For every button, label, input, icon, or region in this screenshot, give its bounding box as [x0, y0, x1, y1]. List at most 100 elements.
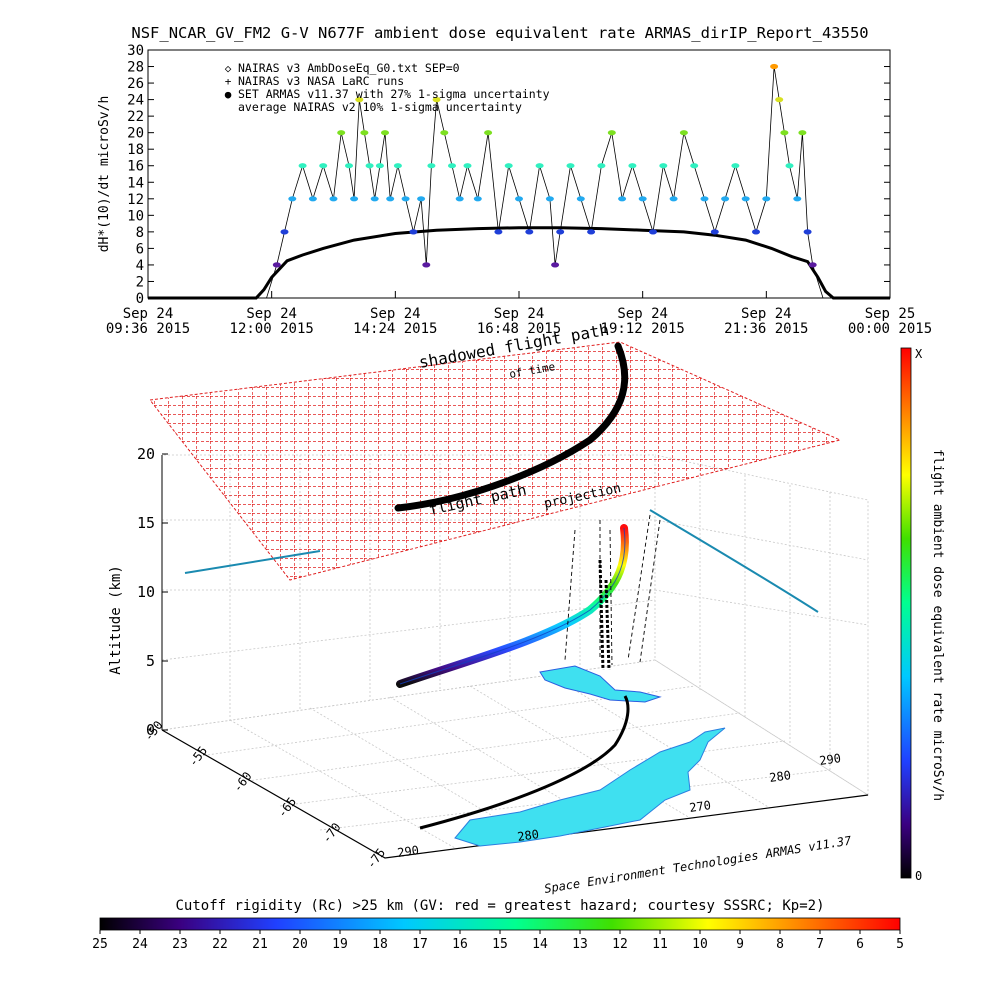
drop-lines	[564, 514, 661, 666]
x-tick-label-line1: Sep 24	[123, 306, 174, 322]
armas-point	[710, 229, 719, 235]
z-axis-ticks: 0 5 10 15 20	[137, 445, 168, 739]
x-tick-label-line1: Sep 24	[494, 306, 545, 322]
armas-point	[298, 163, 307, 169]
y-tick-label: 20	[127, 126, 144, 142]
armas-point	[597, 163, 606, 169]
armas-point	[494, 229, 503, 235]
latitude-ticks: -50-55-60-65-70-75	[141, 718, 388, 871]
dose-colorbar-gradient	[900, 347, 912, 879]
armas-point	[775, 97, 784, 103]
rigidity-tick-label: 24	[132, 937, 148, 952]
rigidity-tick-label: 23	[172, 937, 188, 952]
armas-point	[669, 196, 678, 202]
armas-point	[690, 163, 699, 169]
legend-symbol: +	[225, 75, 232, 88]
flight-3d-view: shadowed flight path of time flight path…	[108, 320, 870, 896]
y-tick-label: 16	[127, 159, 144, 175]
shadowed-flight-path	[394, 342, 629, 512]
armas-point	[780, 130, 789, 136]
rigidity-tick-label: 11	[652, 937, 668, 952]
armas-point	[785, 163, 794, 169]
armas-point	[803, 229, 812, 235]
x-tick-label-line1: Sep 24	[246, 306, 297, 322]
y-tick-label: 8	[136, 225, 144, 241]
wall-projection-left	[184, 550, 321, 574]
rigidity-tick-label: 16	[452, 937, 468, 952]
armas-point	[770, 63, 779, 70]
armas-point	[731, 163, 740, 169]
z-axis-label: Altitude (km)	[108, 565, 124, 675]
armas-point	[393, 163, 402, 169]
nairas-curve	[148, 226, 890, 300]
latitude-tick-label: -70	[319, 820, 343, 846]
legend-entry: NAIRAS v3 AmbDoseEq_G0.txt SEP=0	[238, 61, 460, 75]
y-tick-label: 14	[127, 175, 144, 191]
armas-point	[587, 229, 596, 235]
y-tick-label: 28	[127, 60, 144, 76]
rigidity-tick-label: 17	[412, 937, 428, 952]
y-tick-label: 12	[127, 192, 144, 208]
armas-point	[329, 196, 338, 202]
rigidity-tick-label: 13	[572, 937, 588, 952]
legend-entry: NAIRAS v3 NASA LaRC runs	[238, 74, 404, 88]
armas-point	[721, 196, 730, 202]
armas-point	[551, 262, 560, 268]
armas-point	[473, 196, 482, 202]
armas-point	[545, 196, 554, 202]
armas-point	[432, 97, 441, 103]
latitude-tick-label: -75	[364, 846, 388, 872]
rigidity-tick-label: 21	[252, 937, 268, 952]
dose-colorbar-top-label: X	[915, 347, 923, 361]
rigidity-tick-label: 8	[776, 937, 784, 952]
rigidity-tick-label: 9	[736, 937, 744, 952]
longitude-tick-label: 270	[688, 798, 711, 815]
land-mass-layer	[454, 665, 726, 847]
z-tick-label: 15	[137, 514, 155, 532]
land-mass-antarctica	[454, 727, 726, 847]
x-tick-label-line1: Sep 24	[741, 306, 792, 322]
x-tick-label-line1: Sep 24	[617, 306, 668, 322]
armas-point	[350, 196, 359, 202]
armas-point	[638, 196, 647, 202]
armas-point	[556, 229, 565, 235]
z-tick-label: 5	[146, 652, 155, 670]
y-tick-label: 0	[136, 291, 144, 307]
dose-colorbar: X 0 flight ambient dose equivalent rate …	[900, 347, 945, 883]
rigidity-tick-label: 7	[816, 937, 824, 952]
armas-point	[401, 196, 410, 202]
x-tick-label-line1: Sep 25	[865, 306, 916, 322]
rigidity-tick-label: 22	[212, 937, 228, 952]
credit-text: Space Environment Technologies ARMAS v11…	[543, 833, 853, 896]
y-tick-label: 26	[127, 76, 144, 92]
armas-point	[628, 163, 637, 169]
armas-point	[535, 163, 544, 169]
armas-point	[700, 196, 709, 202]
armas-point	[504, 163, 513, 169]
x-tick-label-line2: 12:00 2015	[230, 321, 314, 337]
y-tick-label: 22	[127, 109, 144, 125]
armas-point	[762, 196, 771, 202]
armas-point	[280, 229, 289, 235]
flight-track-3d	[396, 524, 629, 688]
armas-point	[463, 163, 472, 169]
longitude-tick-label: 280	[768, 768, 791, 785]
rigidity-tick-label: 15	[492, 937, 508, 952]
rigidity-tick-label: 10	[692, 937, 708, 952]
z-tick-label: 0	[146, 721, 155, 739]
x-tick-label-line2: 00:00 2015	[848, 321, 932, 337]
rigidity-colorbar-gradient	[99, 917, 901, 931]
longitude-tick-label: 290	[818, 751, 841, 768]
armas-connecting-line	[266, 66, 824, 299]
armas-point	[659, 163, 668, 169]
armas-point	[679, 130, 688, 136]
rigidity-tick-label: 20	[292, 937, 308, 952]
armas-point	[448, 163, 456, 169]
armas-point	[308, 196, 317, 202]
longitude-tick-label: 280	[516, 827, 539, 844]
armas-point	[798, 130, 807, 136]
dose-colorbar-label: flight ambient dose equivalent rate micr…	[930, 449, 945, 801]
armas-point	[288, 196, 297, 202]
